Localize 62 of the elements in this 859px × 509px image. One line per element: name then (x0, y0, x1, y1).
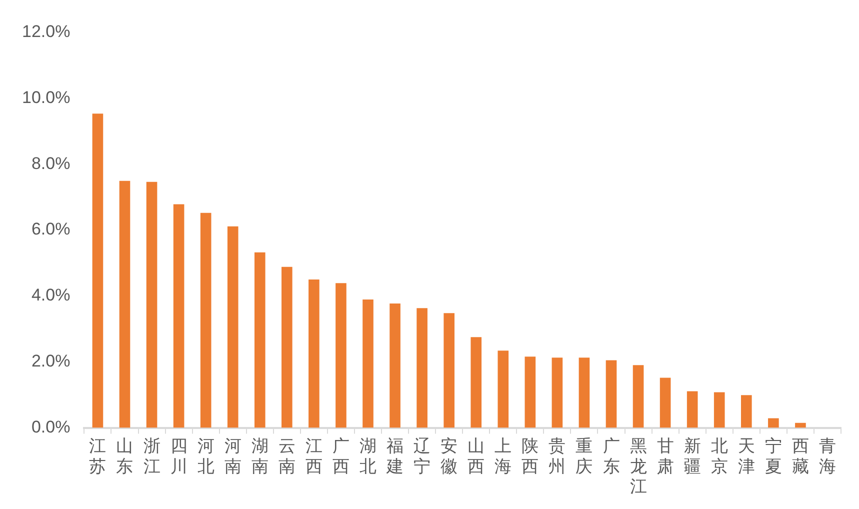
bar (524, 356, 536, 428)
bar (146, 182, 158, 428)
bar (606, 360, 617, 428)
x-tick-label: 江西 (305, 436, 322, 477)
bar (362, 300, 374, 428)
x-tick-label: 广西 (332, 436, 350, 477)
x-tick-label: 广东 (602, 436, 620, 477)
y-tick-label: 8.0% (31, 154, 70, 173)
x-tick-label: 四川 (170, 436, 188, 477)
x-tick-label: 江苏 (89, 436, 106, 477)
y-tick-label: 10.0% (22, 88, 70, 107)
x-tick-label: 安徽 (440, 436, 458, 477)
bar (254, 252, 266, 428)
bar (660, 378, 671, 428)
x-tick-label: 贵州 (548, 436, 566, 477)
y-tick-label: 12.0% (22, 22, 70, 41)
bar (632, 365, 644, 428)
bar (470, 337, 482, 428)
x-tick-label: 福建 (386, 436, 404, 477)
x-tick-label: 新疆 (684, 436, 701, 477)
bar (768, 418, 779, 428)
x-tick-label: 甘肃 (656, 436, 674, 477)
bar (173, 204, 184, 428)
bar (119, 180, 130, 428)
x-tick-label: 西藏 (792, 436, 809, 477)
x-tick-label: 山东 (116, 436, 134, 477)
x-tick-label: 陕西 (522, 436, 539, 477)
y-tick-label: 2.0% (31, 352, 70, 371)
x-tick-label: 浙江 (143, 436, 160, 477)
y-tick-label: 6.0% (31, 220, 70, 239)
bar (282, 266, 292, 428)
y-tick-label: 4.0% (31, 286, 70, 305)
x-tick-label: 河北 (197, 436, 214, 477)
bar (740, 395, 752, 428)
bar (308, 279, 320, 428)
x-tick-label: 云南 (278, 436, 296, 477)
bar (336, 283, 346, 428)
x-tick-label: 天津 (738, 436, 755, 477)
x-tick-label: 湖北 (360, 436, 376, 477)
bar (227, 226, 238, 428)
bar (714, 392, 725, 428)
bar (92, 114, 104, 428)
x-tick-label: 上海 (494, 436, 512, 477)
x-tick-label: 重庆 (576, 436, 593, 477)
bar (686, 391, 698, 428)
x-tick-label: 青海 (818, 436, 836, 477)
x-tick-label: 辽宁 (414, 436, 431, 477)
bar (200, 212, 212, 428)
bar (498, 350, 509, 428)
bar (444, 313, 454, 428)
bar (416, 308, 428, 428)
bar (795, 422, 806, 428)
y-tick-label: 0.0% (31, 417, 70, 436)
x-tick-label: 北京 (710, 436, 728, 477)
x-tick-label: 山西 (468, 436, 485, 477)
bar (578, 358, 590, 428)
x-tick-label: 河南 (224, 436, 242, 477)
x-tick-label: 湖南 (251, 436, 268, 477)
bar (552, 358, 563, 428)
bar (390, 304, 400, 428)
x-tick-label: 宁夏 (764, 436, 782, 477)
x-tick-label: 黑龙江 (630, 436, 647, 498)
